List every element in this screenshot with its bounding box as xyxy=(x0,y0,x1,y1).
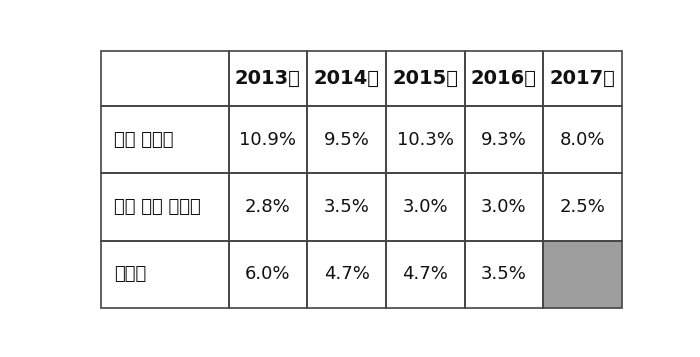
Bar xyxy=(101,174,228,241)
Bar xyxy=(543,106,622,174)
Bar xyxy=(386,174,465,241)
Text: 3.0%: 3.0% xyxy=(402,198,448,216)
Text: 4.7%: 4.7% xyxy=(402,266,448,283)
Bar xyxy=(101,51,228,106)
Text: 2016년: 2016년 xyxy=(471,69,537,88)
Text: 6.0%: 6.0% xyxy=(245,266,290,283)
Text: 조합 요구안: 조합 요구안 xyxy=(114,131,174,149)
Text: 8.0%: 8.0% xyxy=(560,131,606,149)
Text: 2.8%: 2.8% xyxy=(245,198,290,216)
Bar xyxy=(228,174,307,241)
Text: 2.5%: 2.5% xyxy=(559,198,606,216)
Bar xyxy=(543,241,622,308)
Text: 타결안: 타결안 xyxy=(114,266,146,283)
Bar xyxy=(543,241,622,308)
Text: 10.9%: 10.9% xyxy=(239,131,296,149)
Bar xyxy=(386,241,465,308)
Text: 3.5%: 3.5% xyxy=(481,266,527,283)
Text: 2014년: 2014년 xyxy=(314,69,379,88)
Text: 9.3%: 9.3% xyxy=(481,131,527,149)
Bar xyxy=(228,51,307,106)
Bar xyxy=(307,51,386,106)
Text: 회사 최초 제시안: 회사 최초 제시안 xyxy=(114,198,201,216)
Bar xyxy=(101,106,228,174)
Bar xyxy=(386,51,465,106)
Bar xyxy=(307,174,386,241)
Text: 9.5%: 9.5% xyxy=(323,131,370,149)
Text: 3.5%: 3.5% xyxy=(323,198,370,216)
Bar xyxy=(465,241,543,308)
Bar xyxy=(465,106,543,174)
Bar xyxy=(307,241,386,308)
Bar xyxy=(465,174,543,241)
Text: 3.0%: 3.0% xyxy=(481,198,526,216)
Text: 2013년: 2013년 xyxy=(235,69,301,88)
Bar xyxy=(543,51,622,106)
Text: 10.3%: 10.3% xyxy=(397,131,454,149)
Text: 2015년: 2015년 xyxy=(392,69,459,88)
Bar xyxy=(465,51,543,106)
Text: 4.7%: 4.7% xyxy=(323,266,370,283)
Bar xyxy=(101,241,228,308)
Bar xyxy=(307,106,386,174)
Bar xyxy=(228,241,307,308)
Bar xyxy=(386,106,465,174)
Text: 2017년: 2017년 xyxy=(550,69,615,88)
Bar xyxy=(228,106,307,174)
Bar xyxy=(543,174,622,241)
